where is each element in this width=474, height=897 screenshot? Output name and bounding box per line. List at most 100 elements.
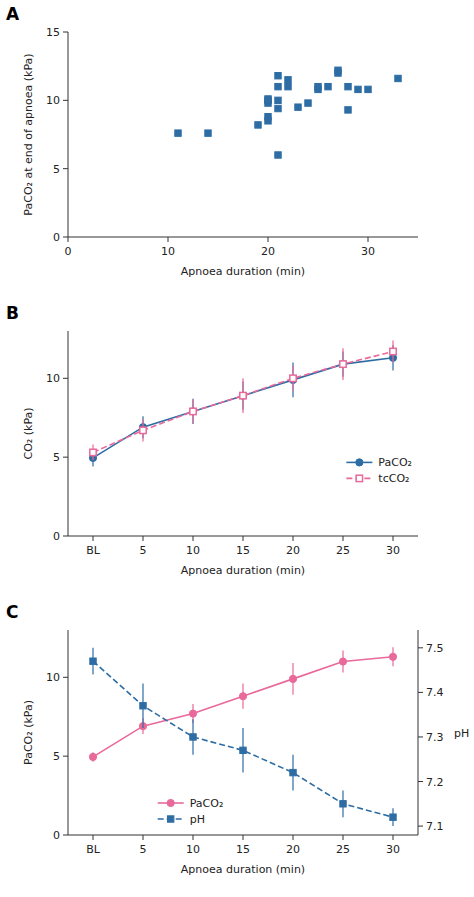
- x-tick: [293, 835, 294, 840]
- series-point: [89, 753, 96, 760]
- y2-tick: [418, 692, 423, 693]
- x-tick: [393, 536, 394, 541]
- plot-area: [89, 340, 396, 466]
- x-tick: [93, 536, 94, 541]
- legend-item: PaCO₂: [346, 456, 412, 469]
- x-tick: [143, 835, 144, 840]
- panel: B0510CO₂ (kPa)BL51015202530Apnoea durati…: [6, 303, 418, 577]
- x-tick-label: 30: [386, 843, 400, 856]
- figure: A 0 5 10 15 PaCO₂ at end of apnoea (kPa) 0 10 20…: [0, 0, 474, 897]
- series-point: [190, 408, 196, 414]
- x-tick-label: 20: [261, 245, 275, 258]
- x-tick: [343, 536, 344, 541]
- y2-tick-label: 7.3: [426, 731, 444, 744]
- y-tick: [63, 457, 68, 458]
- x-tick-label: 10: [186, 544, 200, 557]
- series-point: [390, 814, 396, 820]
- y2-tick: [418, 736, 423, 737]
- legend-marker: [167, 799, 174, 806]
- x-tick-label: 10: [186, 843, 200, 856]
- scatter-point: [315, 83, 321, 89]
- legend-label: PaCO₂: [378, 456, 412, 469]
- x-tick-label: 15: [236, 544, 250, 557]
- x-tick-label: 5: [140, 843, 147, 856]
- legend-item: pH: [158, 813, 205, 826]
- series-point: [240, 747, 246, 753]
- series-point: [289, 675, 296, 682]
- x-tick-label: 15: [236, 843, 250, 856]
- scatter-point: [325, 83, 331, 89]
- scatter-point: [275, 73, 281, 79]
- x-tick-label: 25: [336, 843, 350, 856]
- series: [90, 340, 396, 460]
- series-line: [93, 358, 393, 458]
- y-tick-label: 5: [53, 750, 60, 763]
- y-tick-label: 0: [53, 829, 60, 842]
- panel-label: B: [6, 303, 19, 323]
- series-point: [140, 703, 146, 709]
- y2-tick-label: 7.1: [426, 820, 444, 833]
- x-tick-label: 0: [65, 245, 72, 258]
- series-point: [239, 392, 246, 399]
- y-tick-label: 10: [46, 94, 60, 107]
- y2-tick: [418, 826, 423, 827]
- series-point: [240, 392, 246, 398]
- y-tick-label: 15: [46, 26, 60, 39]
- y2-axis-label: pH: [454, 727, 469, 740]
- y-tick-label: 0: [53, 530, 60, 543]
- scatter-point: [265, 96, 271, 102]
- panel-label: C: [6, 602, 18, 622]
- scatter-point: [255, 122, 261, 128]
- y-axis-label: PaCO₂ (kPa): [22, 700, 35, 765]
- panel-label: A: [6, 4, 20, 24]
- x-tick: [193, 835, 194, 840]
- y-axis-label: PaCO₂ at end of apnoea (kPa): [22, 53, 35, 215]
- y-tick: [63, 168, 68, 169]
- series-point: [339, 658, 346, 665]
- x-tick: [143, 536, 144, 541]
- y-tick: [63, 677, 68, 678]
- series-point: [390, 348, 396, 354]
- scatter-point: [175, 130, 181, 136]
- y-axis-line: [68, 331, 69, 536]
- y-tick: [63, 756, 68, 757]
- x-tick: [268, 237, 269, 242]
- y-axis-line: [68, 32, 69, 237]
- series-line: [93, 661, 393, 817]
- series-point: [340, 361, 346, 367]
- series-point: [140, 427, 146, 433]
- x-tick: [368, 237, 369, 242]
- y2-axis-line: [418, 630, 419, 835]
- series-point: [339, 361, 346, 368]
- y-tick-label: 10: [46, 372, 60, 385]
- y-tick: [63, 536, 68, 537]
- y-axis-label: CO₂ (kPa): [22, 407, 35, 459]
- legend-item: PaCO₂: [158, 797, 224, 810]
- scatter-point: [285, 77, 291, 83]
- y-tick: [63, 835, 68, 836]
- x-axis-label: Apnoea duration (min): [181, 863, 305, 876]
- legend-marker: [167, 816, 173, 822]
- x-tick-label: BL: [86, 843, 101, 856]
- y2-tick-label: 7.5: [426, 642, 444, 655]
- series-point: [90, 449, 96, 455]
- series-line: [93, 352, 393, 453]
- x-tick: [68, 237, 69, 242]
- scatter-point: [275, 97, 281, 103]
- scatter-point: [355, 86, 361, 92]
- series: [90, 648, 396, 826]
- series-point: [389, 653, 396, 660]
- y-tick: [63, 237, 68, 238]
- legend-marker: [356, 459, 363, 466]
- y-axis-line: [68, 630, 69, 835]
- y2-tick: [418, 781, 423, 782]
- y-tick-label: 10: [46, 671, 60, 684]
- x-tick: [293, 536, 294, 541]
- x-tick: [243, 835, 244, 840]
- scatter-point: [395, 75, 401, 81]
- scatter-point: [335, 67, 341, 73]
- scatter-point: [345, 83, 351, 89]
- y2-tick-label: 7.4: [426, 686, 444, 699]
- series-point: [290, 375, 296, 381]
- scatter-point: [265, 114, 271, 120]
